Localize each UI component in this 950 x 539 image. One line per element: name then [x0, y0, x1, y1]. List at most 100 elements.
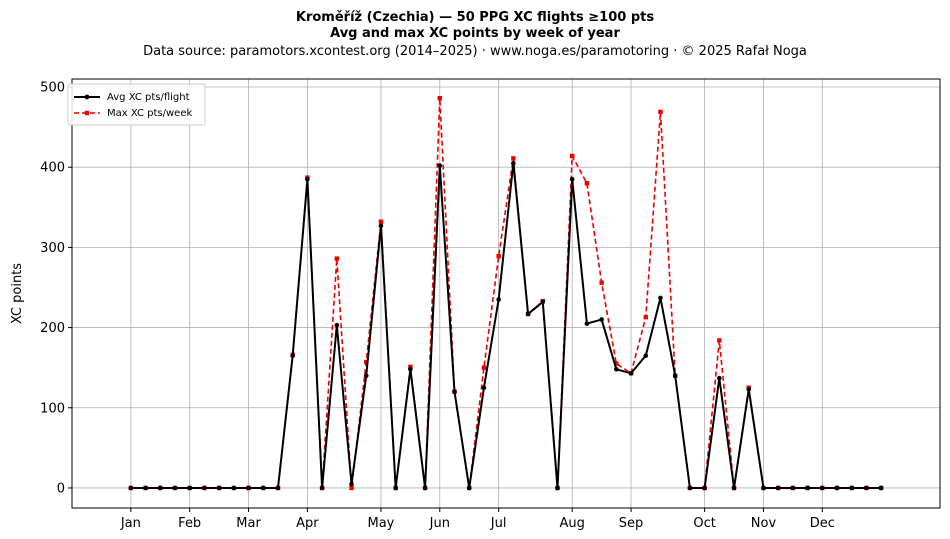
series-0-point-36: [658, 295, 663, 301]
series-0-point-35: [643, 353, 649, 358]
series-1-point-33: [614, 361, 619, 366]
series-0-point-11: [290, 353, 295, 358]
series-0-point-46: [805, 485, 810, 491]
series-0-point-12: [305, 176, 310, 182]
series-1-point-31: [584, 181, 590, 186]
series-0-point-31: [584, 321, 590, 326]
x-tick-label-8: Sep: [619, 516, 644, 531]
series-0-point-41: [731, 485, 737, 491]
series-0-point-23: [466, 485, 472, 491]
series-1-point-19: [408, 364, 413, 370]
series-0-point-13: [319, 485, 325, 491]
series-0-point-0: [128, 485, 134, 491]
series-0-point-3: [172, 485, 178, 491]
series-0-point-28: [540, 299, 546, 305]
series-0-point-22: [452, 389, 457, 395]
series-1: [128, 96, 884, 491]
y-axis-label: XC points: [10, 263, 25, 324]
y-axis-ticks: 0 100 200 300 400 500: [40, 81, 72, 496]
series-0-point-44: [775, 485, 781, 491]
series-0-point-49: [849, 485, 855, 491]
y-tick-label-0: 0: [57, 481, 65, 496]
y-tick-label-1: 100: [40, 401, 65, 416]
x-tick-label-9: Oct: [693, 516, 715, 531]
plot-frame: [71, 78, 941, 509]
x-tick-label-2: Mar: [236, 516, 261, 531]
series-0-point-10: [275, 485, 281, 491]
series-0-point-8: [246, 485, 251, 491]
series-1-point-36: [658, 109, 663, 115]
series-0-point-51: [878, 485, 884, 491]
chart-title-line2: Avg and max XC points by week of year: [330, 26, 620, 41]
series-0-point-2: [157, 485, 163, 491]
series-1-line: [130, 97, 882, 489]
series-1-point-24: [481, 365, 487, 370]
series-layer: [128, 96, 884, 491]
series-0-point-34: [628, 370, 634, 376]
series-1-point-26: [511, 156, 516, 161]
series-0-point-45: [790, 485, 796, 491]
series-0-point-26: [511, 160, 516, 166]
grid-lines: [72, 79, 940, 508]
series-0-point-9: [260, 485, 266, 491]
series-0-point-37: [672, 373, 678, 378]
x-tick-label-0: Jan: [120, 516, 141, 531]
series-0-point-39: [702, 485, 707, 491]
legend-label-avg: Avg XC pts/flight: [107, 92, 190, 103]
chart-subtitle: Data source: paramotors.xcontest.org (20…: [143, 44, 807, 59]
x-tick-label-7: Aug: [560, 516, 585, 531]
x-tick-label-1: Feb: [178, 516, 201, 531]
series-0-point-7: [231, 485, 237, 491]
series-0-point-14: [334, 322, 340, 328]
x-tick-label-6: Jul: [490, 516, 507, 531]
series-0-point-16: [363, 373, 369, 378]
series-1-point-21: [437, 96, 442, 101]
series-1-point-32: [599, 280, 604, 285]
series-0-point-18: [393, 485, 398, 491]
legend-box: [67, 83, 206, 126]
series-0-point-30: [569, 176, 575, 182]
series-0-point-25: [496, 297, 501, 302]
series-0-point-4: [187, 485, 192, 491]
y-tick-label-2: 200: [40, 321, 65, 336]
series-1-point-40: [717, 338, 722, 343]
legend-marker-max: [84, 110, 90, 116]
series-1-point-25: [496, 254, 501, 259]
y-tick-label-5: 500: [40, 81, 65, 96]
x-tick-label-4: May: [368, 516, 395, 531]
series-1-point-35: [643, 314, 648, 320]
series-1-point-17: [378, 219, 384, 224]
legend-label-max: Max XC pts/week: [107, 108, 192, 119]
series-0-point-38: [687, 485, 693, 491]
series-0-point-29: [555, 485, 560, 491]
series-1-point-16: [364, 359, 369, 365]
legend-marker-avg: [84, 94, 90, 100]
series-0-point-48: [834, 485, 840, 491]
x-tick-label-3: Apr: [296, 516, 319, 531]
x-tick-label-10: Nov: [751, 516, 777, 531]
series-0-point-33: [614, 366, 619, 372]
x-tick-label-11: Dec: [810, 516, 835, 531]
series-0-point-50: [864, 485, 869, 491]
y-tick-label-4: 400: [40, 161, 65, 176]
series-1-point-14: [334, 256, 340, 261]
legend: Avg XC pts/flight Max XC pts/week: [67, 83, 206, 126]
series-1-point-15: [349, 485, 354, 491]
series-0-point-6: [216, 485, 222, 491]
series-0-point-5: [202, 485, 207, 491]
series-0-point-42: [746, 387, 752, 392]
series-0-point-1: [143, 485, 148, 491]
series-0-line: [130, 162, 882, 489]
series-0-point-20: [422, 485, 428, 491]
chart-title-line1: Kroměříž (Czechia) — 50 PPG XC flights ≥…: [296, 10, 654, 25]
y-tick-label-3: 300: [40, 241, 65, 256]
series-0-point-32: [599, 317, 604, 322]
series-0-point-47: [820, 485, 825, 491]
series-0-point-40: [717, 375, 722, 381]
x-axis-ticks: Jan Feb Mar Apr May Jun Jul Aug Sep Oct Nov Dec: [120, 508, 835, 531]
series-0: [128, 160, 884, 491]
series-0-point-43: [761, 485, 766, 491]
series-0-point-19: [408, 366, 413, 372]
series-0-point-27: [525, 311, 531, 317]
